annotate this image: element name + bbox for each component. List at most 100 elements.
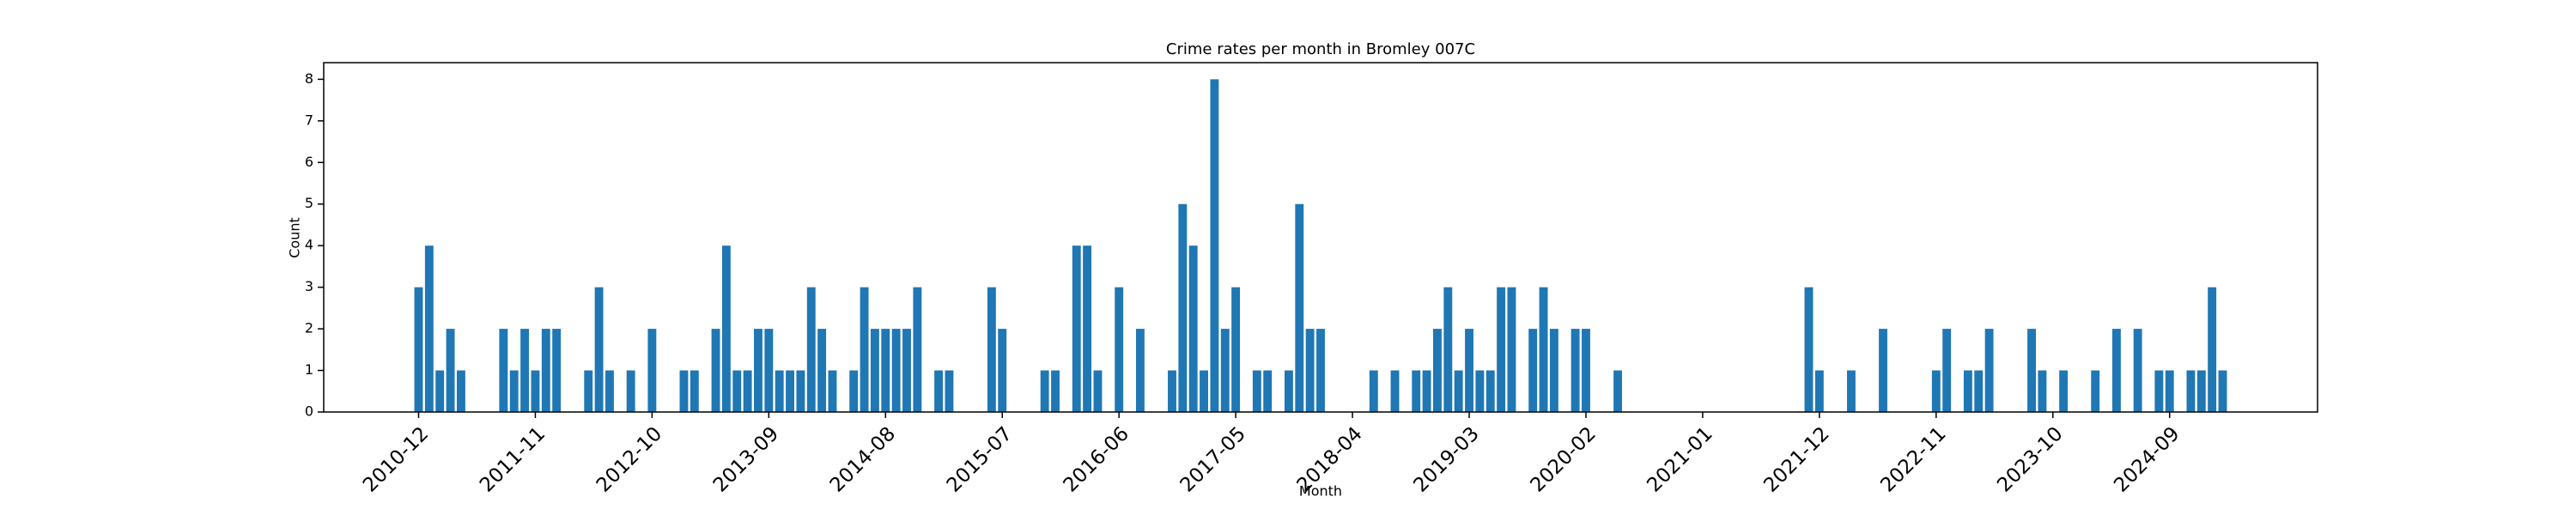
bar [1485,370,1495,412]
x-tick-label: 2020-02 [1526,422,1600,496]
bar [732,370,742,412]
bar [711,329,720,412]
bar [2133,329,2142,412]
y-axis-label: Count [287,217,303,258]
bar [1984,329,1994,412]
bar [424,245,434,412]
x-tick-label: 2014-08 [826,422,900,496]
bar [2186,370,2196,412]
bar [1454,370,1463,412]
x-tick-label: 2024-09 [2110,422,2184,496]
bar [2154,370,2164,412]
bar [584,370,593,412]
bar [1369,370,1378,412]
bar [1549,329,1558,412]
bar [828,370,837,412]
bar [541,329,550,412]
bar [605,370,614,412]
bar [1497,287,1506,412]
bar [1942,329,1952,412]
bar [2038,370,2047,412]
bar [1814,370,1824,412]
bar [1210,79,1219,412]
bar [754,329,762,412]
bar [520,329,530,412]
y-tick-label: 4 [305,237,313,253]
y-tick-label: 8 [305,70,313,87]
bar [1072,245,1081,412]
bar [1963,370,1972,412]
bar [934,370,944,412]
bar [1539,287,1548,412]
bar [1804,287,1814,412]
bar [786,370,794,412]
bar [1178,203,1188,412]
bar [1231,287,1241,412]
x-tick-label: 2019-03 [1410,422,1484,496]
bar [414,287,423,412]
bar [775,370,784,412]
x-tick-label: 2012-10 [592,422,666,496]
bar [1051,370,1060,412]
bar [1465,329,1473,412]
x-tick-label: 2022-11 [1876,422,1950,496]
y-tick-label: 0 [305,403,313,420]
bar [679,370,689,412]
bar [456,370,465,412]
x-axis-label: Month [1299,483,1342,500]
bar [1284,370,1293,412]
bar [870,329,879,412]
bar [690,370,699,412]
x-tick-label: 2016-06 [1060,422,1133,496]
bar [2196,370,2206,412]
bar [806,287,816,412]
bar [1571,329,1580,412]
bar [881,329,890,412]
bar [552,329,562,412]
bar [817,329,827,412]
bar [1295,203,1304,412]
bar [2091,370,2100,412]
bar [1528,329,1538,412]
bar [891,329,901,412]
bar [721,245,731,412]
bar [998,329,1007,412]
x-tick-label: 2021-01 [1643,422,1716,496]
bar [1093,370,1103,412]
bar [2165,370,2174,412]
bar [1188,245,1198,412]
bar [1390,370,1400,412]
bar [902,329,911,412]
y-tick-label: 1 [305,361,313,378]
bar [2111,329,2121,412]
bar [1879,329,1887,412]
y-tick-label: 5 [305,195,313,211]
x-tick-label: 2021-12 [1759,422,1833,496]
bar [1507,287,1516,412]
bar [1263,370,1273,412]
bar [2059,370,2069,412]
bar [1422,370,1431,412]
x-tick-label: 2010-12 [359,422,433,496]
bar [1135,329,1145,412]
bar [509,370,519,412]
bar [1200,370,1208,412]
chart-title: Crime rates per month in Bromley 007C [1166,40,1475,58]
bar [1305,329,1315,412]
bar [594,287,604,412]
bar [1040,370,1049,412]
x-tick-label: 2023-10 [1993,422,2067,496]
bar [626,370,635,412]
bar [435,370,445,412]
x-tick-label: 2017-05 [1176,422,1250,496]
bar [1220,329,1230,412]
bar [1316,329,1325,412]
bar [1475,370,1485,412]
bar [499,329,508,412]
bar [1847,370,1856,412]
bar [913,287,922,412]
bar [945,370,954,412]
bar [1974,370,1984,412]
y-tick-label: 6 [305,154,313,170]
